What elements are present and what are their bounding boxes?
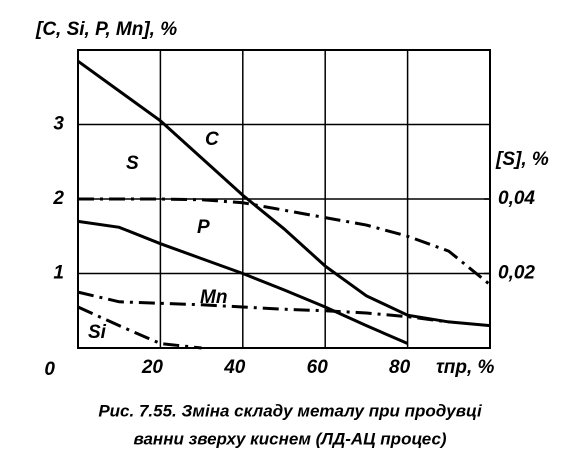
series-line bbox=[77, 219, 409, 345]
y-tick-label: 3 bbox=[53, 114, 64, 135]
y2-axis-label: [S], % bbox=[495, 149, 549, 170]
y-tick-label: 2 bbox=[52, 188, 64, 209]
y2-tick-label: 0,02 bbox=[498, 263, 535, 284]
y-tick-label: 1 bbox=[53, 263, 64, 284]
x-tick-label: 80 bbox=[389, 357, 411, 378]
series-label: C bbox=[205, 129, 219, 150]
caption: ванни зверху киснем (ЛД-АЦ процес) bbox=[133, 429, 446, 448]
y-axis-label: [C, Si, P, Mn], % bbox=[35, 19, 177, 40]
series-line bbox=[77, 290, 449, 324]
series-label: P bbox=[197, 217, 210, 238]
series-label: Si bbox=[88, 322, 107, 343]
x-tick-label: 20 bbox=[141, 357, 164, 378]
y2-tick-label: 0,04 bbox=[498, 188, 535, 209]
series-line bbox=[77, 305, 202, 350]
x-axis-label: τпр, % bbox=[436, 357, 495, 378]
series-line bbox=[77, 59, 491, 328]
x-tick-label: 40 bbox=[223, 357, 246, 378]
series-label: S bbox=[126, 153, 139, 174]
y-tick-label: 0 bbox=[44, 359, 55, 380]
series-line bbox=[78, 197, 491, 286]
caption: Рис. 7.55. Зміна складу металу при проду… bbox=[98, 401, 483, 420]
x-tick-label: 60 bbox=[307, 357, 329, 378]
series-label: Mn bbox=[200, 287, 227, 308]
